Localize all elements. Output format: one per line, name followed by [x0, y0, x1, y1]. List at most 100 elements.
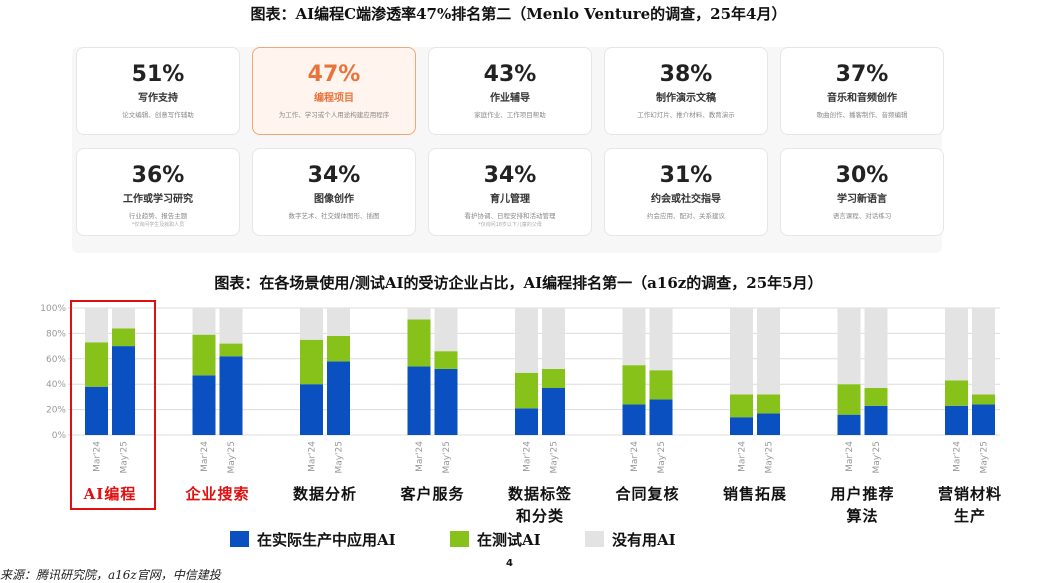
- x-tick-label: May'25: [657, 441, 667, 474]
- bar-segment: [515, 372, 538, 409]
- bar-segment: [542, 388, 565, 435]
- bar-segment: [434, 308, 458, 352]
- bar-segment: [757, 413, 780, 435]
- y-tick-label: 40%: [46, 380, 66, 390]
- bar-segment: [730, 394, 753, 418]
- bar-segment: [945, 380, 968, 406]
- bar-segment: [972, 394, 995, 405]
- bar-segment: [300, 384, 323, 435]
- bar-segment: [219, 308, 243, 344]
- bar-segment: [192, 308, 216, 335]
- stat-card-label: 图像创作: [314, 194, 354, 205]
- category-label-line: 用户推荐: [830, 485, 895, 503]
- x-tick-label: May'25: [980, 441, 990, 474]
- bar-segment: [622, 404, 646, 435]
- y-tick-label: 100%: [40, 304, 66, 314]
- x-tick-label: Mar'24: [415, 441, 425, 472]
- bar-segment: [85, 386, 108, 435]
- category-label-line: 数据分析: [292, 485, 357, 503]
- bar-segment: [730, 417, 753, 435]
- bar-segment: [972, 404, 995, 435]
- stat-card-label: 工作或学习研究: [123, 194, 193, 205]
- stat-card-description: 数字艺术、社交媒体图形、插图: [288, 212, 380, 220]
- category-label-line: 企业搜索: [185, 485, 250, 503]
- category-label: 数据分析: [270, 483, 380, 505]
- stat-card: 31% 约会或社交指导 约会应用、配对、关系建议: [604, 148, 768, 236]
- category-label-line: 销售拓展: [722, 485, 787, 503]
- stat-card-note: *仅询问学生及就职人员: [131, 222, 185, 228]
- x-tick-label: Mar'24: [93, 441, 103, 472]
- x-tick-label: Mar'24: [953, 441, 963, 472]
- bar-segment: [730, 308, 753, 395]
- bar-segment: [219, 343, 243, 357]
- x-tick-label: May'25: [550, 441, 560, 474]
- stat-card: 51% 写作支持 论文编辑、创意写作辅助: [76, 47, 240, 135]
- category-label: 用户推荐 算法: [808, 483, 918, 527]
- stat-card: 34% 图像创作数字艺术、社交媒体图形、插图: [252, 148, 416, 236]
- x-tick-label: May'25: [442, 441, 452, 474]
- x-tick-label: May'25: [335, 441, 345, 474]
- stat-card-percent: 37%: [835, 62, 889, 87]
- category-label-line: AI编程: [83, 485, 137, 503]
- bar-segment: [837, 308, 861, 385]
- x-tick-label: Mar'24: [845, 441, 855, 472]
- source-note: 来源：腾讯研究院，a16z官网，中信建投: [0, 568, 221, 582]
- category-label-line: 客户服务: [400, 485, 465, 503]
- stat-card-note: *仅询问18岁以下儿童的父母: [478, 222, 542, 228]
- y-tick-label: 0%: [52, 431, 67, 441]
- y-tick-label: 60%: [46, 355, 66, 365]
- category-label: AI编程: [55, 483, 165, 505]
- stat-card-percent: 34%: [307, 163, 361, 188]
- x-tick-label: May'25: [120, 441, 130, 474]
- bar-segment: [515, 408, 538, 435]
- bar-segment: [434, 351, 458, 369]
- x-tick-label: Mar'24: [200, 441, 210, 472]
- stat-card-description: 行业趋势、报告主题: [128, 212, 188, 220]
- category-label: 销售拓展: [700, 483, 810, 505]
- stat-card-percent: 34%: [483, 163, 537, 188]
- bar-segment: [112, 328, 135, 347]
- bar-segment: [542, 368, 565, 389]
- bar-segment: [945, 308, 968, 381]
- bar-segment: [864, 388, 888, 406]
- category-label: 客户服务: [378, 483, 488, 505]
- bar-segment: [192, 334, 216, 376]
- stat-card-description: 为工作、学习或个人用途构建应用程序: [278, 111, 390, 119]
- stacked-bar-chart: 0% 20% 40% 60% 80% 100% Mar'24 May'25 Mar'24 May'…: [40, 304, 1000, 474]
- stat-card: 30% 学习新语言 语言课程、对话练习: [780, 148, 944, 236]
- category-label-line: 算法: [846, 507, 879, 525]
- bar-segment: [515, 308, 538, 373]
- bar-segment: [300, 308, 323, 340]
- legend-item-no-ai: 没有用AI: [585, 529, 676, 550]
- y-tick-label: 80%: [46, 329, 66, 339]
- bottom-chart-title: 图表：在各场景使用/测试AI的受访企业占比，AI编程排名第一（a16z的调查，2…: [214, 274, 823, 292]
- stat-card-label: 写作支持: [138, 93, 178, 104]
- x-tick-label: May'25: [765, 441, 775, 474]
- stat-card-label: 约会或社交指导: [651, 194, 721, 205]
- bar-segment: [972, 308, 995, 395]
- stat-card-description: 工作幻灯片、推介材料、教育演示: [637, 111, 735, 119]
- bar-segment: [757, 308, 780, 395]
- category-label: 合同复核: [593, 483, 703, 505]
- stat-card-label: 音乐和音频创作: [827, 93, 897, 104]
- bar-segment: [864, 405, 888, 435]
- bar-segment: [622, 308, 646, 366]
- stat-card: 34% 育儿管理 看护协调、日程安排和活动管理 *仅询问18岁以下儿童的父母: [428, 148, 592, 236]
- legend-item-testing: 在测试AI: [450, 529, 541, 550]
- category-label-line: 营销材料: [937, 485, 1002, 503]
- bar-segment: [300, 339, 323, 385]
- bar-segment: [327, 335, 350, 362]
- bar-segment: [327, 308, 350, 336]
- legend-swatch-production: [230, 531, 249, 547]
- x-tick-label: Mar'24: [630, 441, 640, 472]
- bar-segment: [407, 366, 431, 435]
- bar-segment: [85, 308, 108, 343]
- bar-segment: [407, 308, 431, 320]
- stat-cards-panel: 51% 写作支持 论文编辑、创意写作辅助 47% 编程项目 为工作、学习或个人用途构建应用…: [72, 47, 944, 253]
- bar-segment: [112, 308, 135, 329]
- category-label: 企业搜索: [163, 483, 273, 505]
- bar-segment: [192, 375, 216, 435]
- stat-card-label: 作业辅导: [490, 93, 530, 104]
- highlight-box-ai-coding: [70, 300, 156, 510]
- stat-card: 43% 作业辅导 家庭作业、工作项目帮助: [428, 47, 592, 135]
